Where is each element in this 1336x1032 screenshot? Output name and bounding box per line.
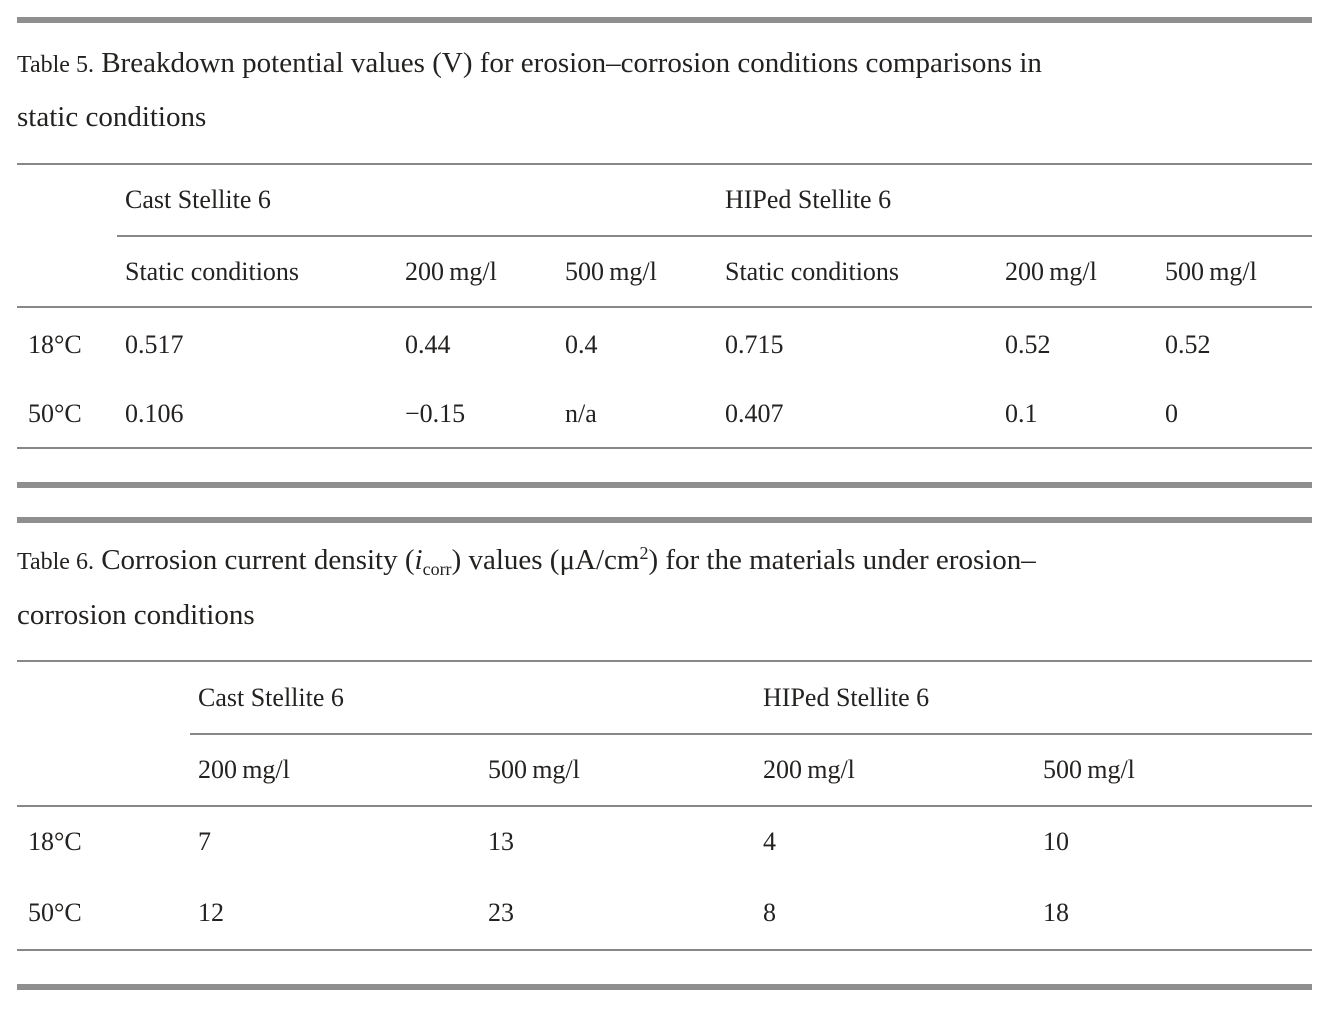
- table5-group-cast: Cast Stellite 6: [117, 164, 717, 237]
- table5-row-label: 50°C: [17, 381, 117, 449]
- table5-cell: 0.44: [405, 329, 451, 359]
- table5-col-header: 500 mg/l: [1157, 236, 1312, 308]
- table5-bottom-bar: [17, 482, 1312, 488]
- table-row: 18°C 0.517 0.44 0.4 0.715 0.52 0.52: [17, 307, 1312, 381]
- table6-label: Table 6.: [17, 549, 94, 575]
- table5-corner-cell: [17, 164, 117, 236]
- table5-cell: 0.4: [565, 329, 598, 359]
- table5-subheader-stub: [17, 236, 117, 308]
- table5-cell: 0.517: [125, 329, 184, 359]
- table6-block: Table 6. Corrosion current density (icor…: [17, 517, 1313, 990]
- table6-cell: 18: [1035, 877, 1313, 951]
- table5-group-header-row: Cast Stellite 6 HIPed Stellite 6: [17, 164, 1312, 237]
- table5-cell: 0.407: [717, 381, 997, 449]
- table6-title-seg: ) for the materials under erosion–: [648, 544, 1036, 576]
- table6-row-label: 50°C: [17, 877, 190, 951]
- table5-group-hiped: HIPed Stellite 6: [717, 164, 1312, 237]
- table6-bottom-bar: [17, 984, 1312, 990]
- table6-col-header: 200 mg/l: [755, 734, 1036, 807]
- table5-row-label: 18°C: [28, 329, 82, 359]
- cm-squared-superscript: 2: [639, 543, 649, 563]
- table6: Cast Stellite 6 HIPed Stellite 6 200 mg/…: [17, 660, 1313, 951]
- table5-subheader-row: Static conditions 200 mg/l 500 mg/l Stat…: [17, 236, 1312, 308]
- table5-caption: Table 5. Breakdown potential values (V) …: [17, 23, 1312, 163]
- table5-block: Table 5. Breakdown potential values (V) …: [17, 17, 1312, 488]
- table6-cell: 13: [488, 827, 514, 856]
- table5-cell: 0.106: [117, 381, 397, 449]
- table6-caption-line1: Table 6. Corrosion current density (icor…: [17, 534, 1312, 589]
- table6-title-seg: ) values (μA/cm: [451, 544, 640, 576]
- table6-cell: 4: [763, 827, 777, 856]
- table-row: 50°C 0.106 −0.15 n/a 0.407 0.1 0: [17, 381, 1312, 449]
- table-row: 50°C 12 23 8 18: [17, 877, 1313, 951]
- table6-group-header-row: Cast Stellite 6 HIPed Stellite 6: [17, 661, 1313, 735]
- icorr-variable: i: [414, 544, 423, 576]
- table5-cell: n/a: [557, 381, 717, 449]
- table6-group-cast: Cast Stellite 6: [190, 661, 756, 735]
- table6-subheader-stub: [17, 734, 190, 807]
- table5-col-header: Static conditions: [117, 236, 397, 308]
- table5-caption-line1: Table 5. Breakdown potential values (V) …: [17, 37, 1312, 91]
- table5: Cast Stellite 6 HIPed Stellite 6 Static …: [17, 163, 1312, 449]
- table5-col-header: Static conditions: [717, 236, 997, 308]
- table6-subheader-row: 200 mg/l 500 mg/l 200 mg/l 500 mg/l: [17, 734, 1313, 807]
- table6-cell: 23: [480, 877, 756, 951]
- table6-cell: 12: [190, 877, 480, 951]
- table6-title-seg: Corrosion current density (: [93, 544, 415, 576]
- icorr-subscript: corr: [422, 559, 452, 579]
- table5-col-header: 200 mg/l: [997, 236, 1157, 308]
- table6-group-hiped: HIPed Stellite 6: [755, 661, 1313, 735]
- table6-caption: Table 6. Corrosion current density (icor…: [17, 523, 1312, 660]
- paper-page: Table 5. Breakdown potential values (V) …: [17, 17, 1313, 990]
- table5-cell: 0.1: [997, 381, 1157, 449]
- table5-title-text: Breakdown potential values (V) for erosi…: [93, 47, 1042, 79]
- table6-cell: 8: [755, 877, 1036, 951]
- table5-top-bar: [17, 17, 1312, 23]
- table6-col-header: 500 mg/l: [1035, 734, 1313, 807]
- table6-cell: 7: [198, 827, 211, 856]
- table5-cell: 0.715: [725, 329, 784, 359]
- table6-corner-cell: [17, 661, 190, 734]
- table5-label: Table 5.: [17, 52, 94, 78]
- table5-cell: −0.15: [397, 381, 557, 449]
- table-row: 18°C 7 13 4 10: [17, 806, 1312, 877]
- table6-caption-line2: corrosion conditions: [17, 599, 255, 631]
- table5-col-header: 200 mg/l: [397, 236, 557, 308]
- table6-top-bar: [17, 517, 1312, 523]
- table5-cell: 0.52: [1005, 329, 1051, 359]
- table6-col-header: 200 mg/l: [190, 734, 480, 807]
- table6-col-header: 500 mg/l: [480, 734, 756, 807]
- table5-cell: 0: [1157, 381, 1312, 449]
- table6-row-label: 18°C: [28, 827, 82, 856]
- table5-caption-line2: static conditions: [17, 101, 207, 133]
- table6-cell: 10: [1043, 827, 1070, 856]
- table5-col-header: 500 mg/l: [557, 236, 717, 308]
- table5-cell: 0.52: [1165, 329, 1211, 359]
